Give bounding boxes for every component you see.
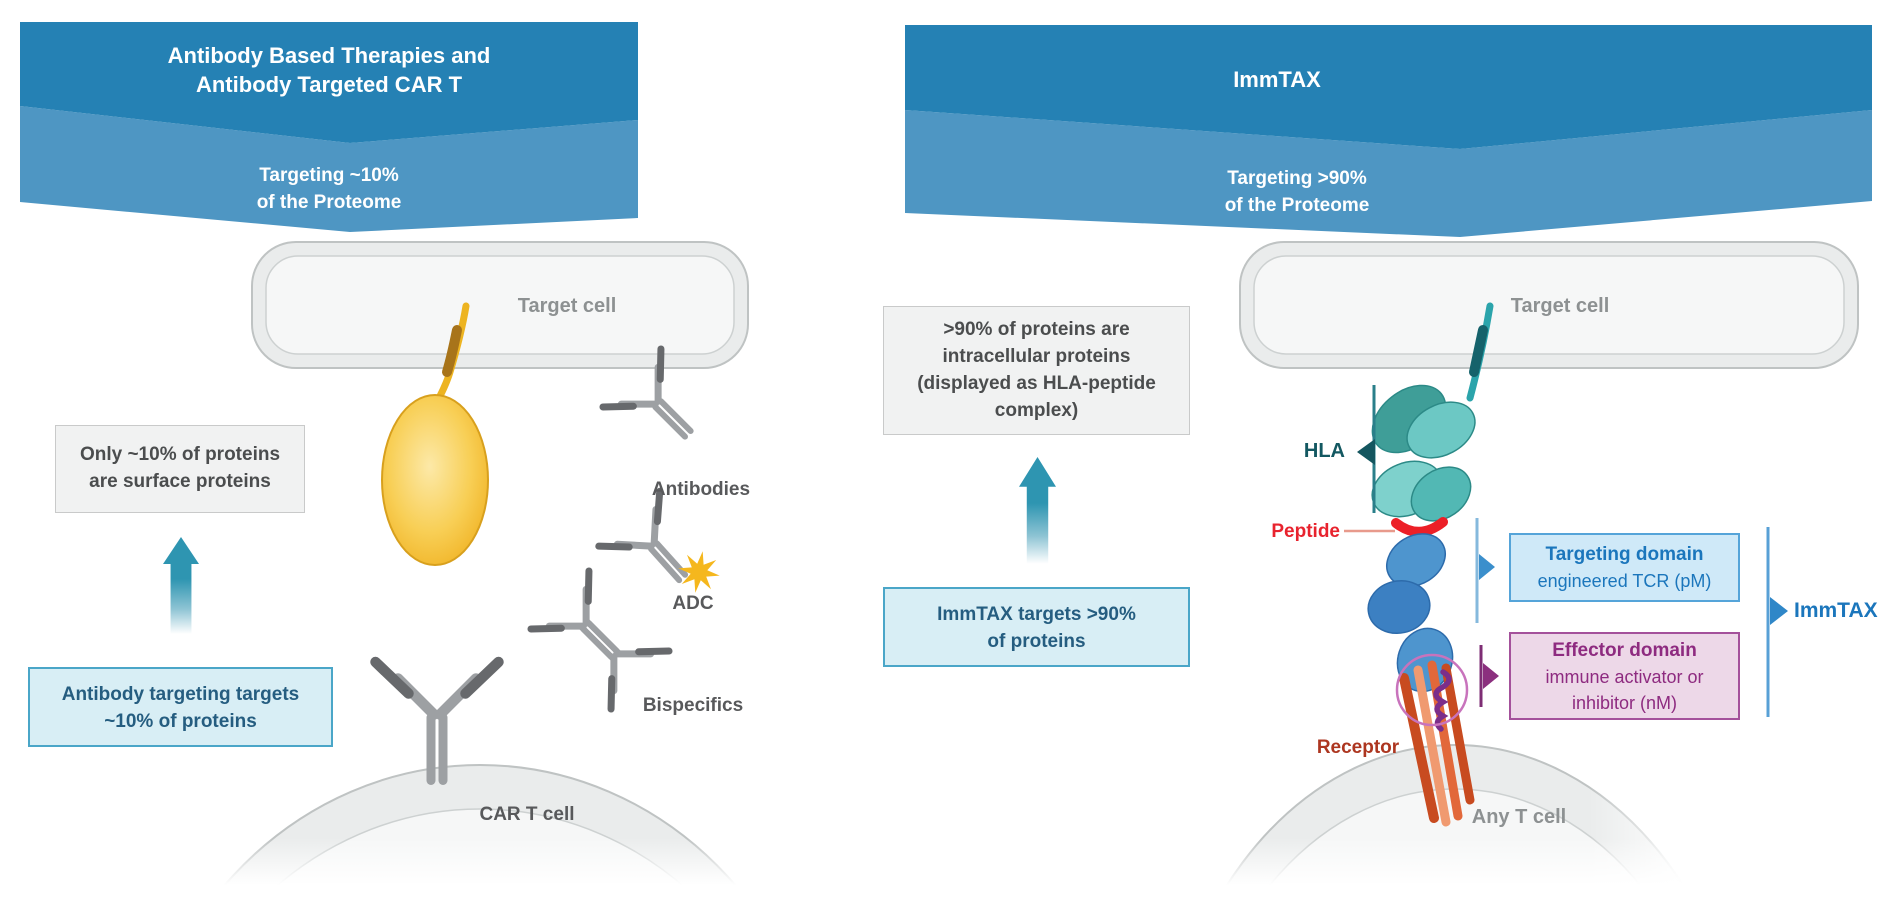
right-banner-subtitle-line2: of the Proteome — [1224, 195, 1370, 216]
right-target-cell-label: Target cell — [1510, 295, 1610, 317]
antibody-targeting-line2: ~10% of proteins — [104, 711, 257, 732]
intracellular-note-line3: (displayed as HLA-peptide — [917, 373, 1156, 394]
surface-protein — [381, 302, 489, 566]
left-target-cell — [251, 241, 749, 369]
surface-proteins-note-line2: are surface proteins — [89, 471, 271, 492]
bispecifics-label: Bispecifics — [642, 695, 744, 716]
intracellular-note-line1: >90% of proteins are — [943, 319, 1130, 340]
right-banner: ImmTAX Targeting >90% of the Proteome — [905, 25, 1872, 260]
any-t-cell-label: Any T cell — [1471, 806, 1567, 828]
adc-glyph — [599, 491, 720, 605]
effector-domain-bracket — [1479, 645, 1499, 707]
antibodies-label: Antibodies — [651, 479, 751, 500]
left-banner-title-line2: Antibody Targeted CAR T — [195, 72, 463, 97]
right-banner-shape — [905, 25, 1872, 237]
effector-domain-box: Effector domain immune activator or inhi… — [1509, 632, 1740, 720]
tcr-targeting-domain — [1367, 533, 1454, 693]
left-banner-subtitle-line2: of the Proteome — [256, 192, 402, 213]
left-banner-subtitle-line1: Targeting ~10% — [259, 165, 399, 186]
car-receptor-glyph — [376, 662, 499, 781]
left-target-cell-label: Target cell — [517, 295, 617, 317]
hla-label: HLA — [1303, 440, 1345, 462]
effector-domain-line3: inhibitor (nM) — [1571, 693, 1678, 713]
surface-proteins-note-line1: Only ~10% of proteins — [79, 444, 281, 465]
effector-highlight-circle — [1395, 653, 1469, 727]
surface-proteins-note-box: Only ~10% of proteins are surface protei… — [55, 425, 305, 513]
left-banner-title-line1: Antibody Based Therapies and — [167, 43, 491, 68]
right-target-cell — [1239, 241, 1859, 369]
immtax-pointer-icon — [1770, 597, 1788, 625]
effector-pointer-icon — [1483, 663, 1499, 689]
hla-peptide-complex — [1371, 302, 1494, 537]
left-banner-title: Antibody Based Therapies and Antibody Ta… — [20, 41, 638, 99]
right-banner-title: ImmTAX — [1233, 67, 1321, 92]
immtax-targets-box: ImmTAX targets >90% of proteins — [883, 587, 1190, 667]
targeting-domain-title: Targeting domain — [1545, 544, 1704, 565]
peptide-crescent — [1391, 517, 1448, 537]
right-banner-subtitle: Targeting >90% of the Proteome — [905, 165, 1689, 219]
targeting-domain-bracket — [1475, 518, 1495, 623]
immtax-bracket — [1766, 527, 1788, 717]
left-banner: Antibody Based Therapies and Antibody Ta… — [20, 22, 638, 262]
intracellular-proteins-note-box: >90% of proteins are intracellular prote… — [883, 306, 1190, 435]
car-t-cell-label: CAR T cell — [479, 804, 575, 825]
left-banner-shape — [20, 22, 638, 232]
receptor-label: Receptor — [1316, 737, 1400, 758]
adc-payload-star-icon — [678, 551, 720, 593]
hla-pointer-icon — [1357, 439, 1375, 465]
effector-domain-squiggle — [1433, 669, 1452, 732]
effector-domain-title: Effector domain — [1552, 640, 1697, 661]
targeting-pointer-icon — [1479, 554, 1495, 580]
right-banner-subtitle-line1: Targeting >90% — [1227, 168, 1367, 189]
antibody-targeting-box: Antibody targeting targets ~10% of prote… — [28, 667, 333, 747]
car-t-cell-membrane — [213, 764, 747, 897]
targeting-domain-box: Targeting domain engineered TCR (pM) — [1509, 533, 1740, 602]
effector-domain-line2: immune activator or — [1545, 667, 1704, 687]
bispecific-glyph — [531, 571, 669, 709]
immtax-side-label: ImmTAX — [1794, 599, 1878, 622]
immtax-targets-line1: ImmTAX targets >90% — [937, 604, 1136, 625]
antibody-targeting-line1: Antibody targeting targets — [61, 684, 300, 705]
immtax-targets-line2: of proteins — [987, 631, 1086, 652]
peptide-label: Peptide — [1271, 521, 1340, 542]
intracellular-note-line2: intracellular proteins — [942, 346, 1131, 367]
intracellular-note-line4: complex) — [994, 400, 1079, 421]
targeting-domain-subtitle: engineered TCR (pM) — [1537, 571, 1712, 591]
left-banner-subtitle: Targeting ~10% of the Proteome — [20, 162, 638, 216]
adc-label: ADC — [672, 593, 714, 614]
hla-bracket — [1357, 385, 1376, 513]
